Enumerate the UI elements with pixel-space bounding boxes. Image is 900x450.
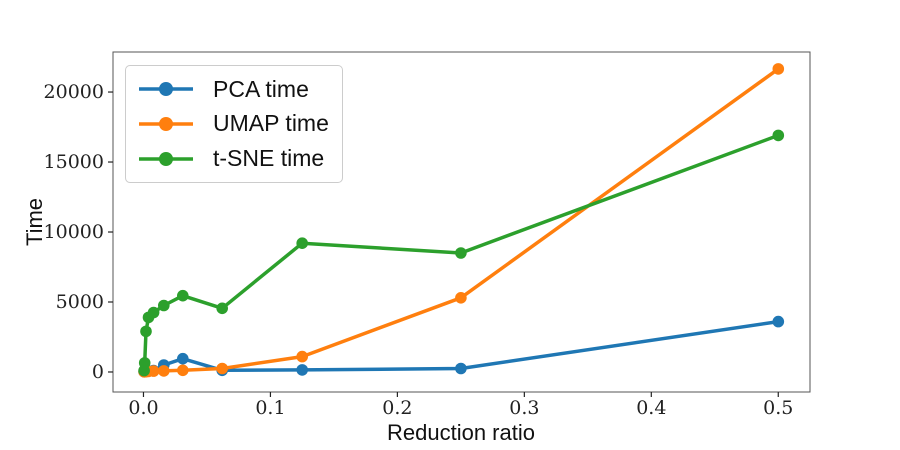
- data-point-pca-time: [296, 364, 309, 376]
- data-point-t-sne-time: [158, 299, 170, 312]
- legend: PCA time UMAP time t-SNE time: [125, 65, 343, 183]
- legend-label-tsne: t-SNE time: [213, 145, 325, 172]
- y-tick-label: 10000: [44, 221, 104, 243]
- x-tick-label: 0.2: [382, 397, 412, 419]
- x-tick-label: 0.4: [636, 397, 666, 419]
- legend-item-umap: UMAP time: [138, 112, 330, 135]
- data-point-t-sne-time: [772, 129, 785, 142]
- plot-frame: [112, 51, 811, 393]
- x-tick-label: 0.0: [128, 397, 158, 419]
- data-point-umap-time: [216, 362, 228, 375]
- legend-label-pca: PCA time: [213, 75, 309, 102]
- y-tick-label: 5000: [56, 291, 104, 313]
- data-point-umap-time: [772, 63, 785, 75]
- data-point-umap-time: [455, 292, 467, 304]
- legend-label-umap: UMAP time: [213, 110, 329, 137]
- x-tick-label: 0.5: [763, 397, 793, 419]
- data-point-t-sne-time: [177, 289, 189, 302]
- x-tick-label: 0.3: [509, 397, 539, 419]
- data-point-t-sne-time: [216, 302, 228, 315]
- data-point-umap-time: [177, 364, 189, 377]
- legend-swatch-pca-icon: [139, 82, 193, 97]
- y-axis-label: Time: [22, 197, 47, 247]
- legend-item-pca: PCA time: [138, 75, 330, 102]
- y-tick-label: 0: [92, 361, 104, 383]
- legend-swatch-umap-icon: [139, 116, 193, 131]
- data-point-pca-time: [455, 362, 467, 375]
- legend-swatch-tsne-icon: [139, 151, 193, 166]
- data-point-umap-time: [158, 365, 170, 377]
- data-point-t-sne-time: [138, 357, 151, 369]
- legend-item-tsne: t-SNE time: [138, 147, 330, 170]
- data-point-t-sne-time: [296, 237, 309, 249]
- data-point-t-sne-time: [147, 306, 160, 319]
- data-point-umap-time: [147, 365, 160, 377]
- data-point-umap-time: [296, 350, 309, 363]
- y-tick-label: 15000: [44, 151, 104, 173]
- y-tick-label: 20000: [44, 81, 104, 103]
- data-point-t-sne-time: [140, 325, 152, 338]
- data-point-pca-time: [772, 315, 785, 328]
- x-axis-label: Reduction ratio: [387, 420, 535, 445]
- x-tick-label: 0.1: [255, 397, 285, 419]
- data-point-pca-time: [177, 352, 189, 365]
- data-point-t-sne-time: [455, 247, 467, 259]
